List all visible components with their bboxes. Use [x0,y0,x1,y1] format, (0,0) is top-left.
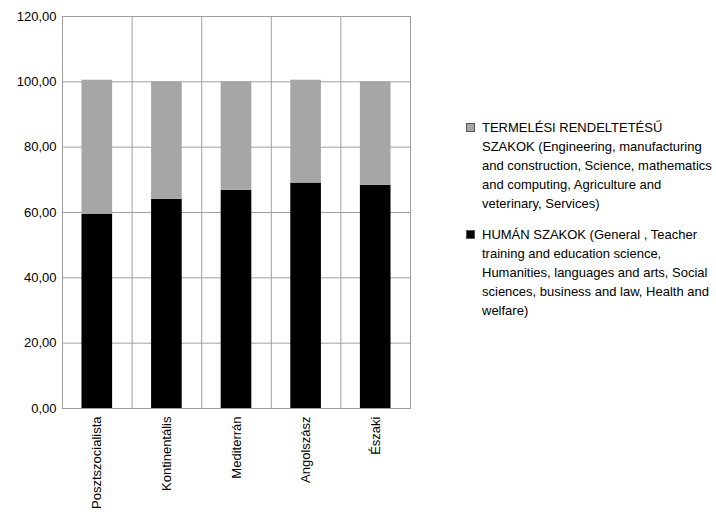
svg-text:Északi: Északi [368,416,383,454]
svg-text:0,00: 0,00 [31,401,56,416]
svg-text:Angolszász: Angolszász [298,417,313,483]
svg-text:20,00: 20,00 [24,335,57,350]
svg-text:60,00: 60,00 [24,205,57,220]
svg-text:Mediterrán: Mediterrán [229,417,244,479]
svg-text:120,00: 120,00 [17,9,57,24]
svg-text:80,00: 80,00 [24,139,57,154]
svg-text:Posztszocialista: Posztszocialista [89,416,104,509]
html-text:HUMÁN SZAKOK (General , Teache: HUMÁN SZAKOK (General , Teacher training… [482,227,709,318]
svg-text:Kontinentális: Kontinentális [159,416,174,491]
html-text:TERMELÉSI RENDELTETÉSŰ SZAKOK: TERMELÉSI RENDELTETÉSŰ SZAKOK (Engineeri… [482,120,712,211]
svg-text:100,00: 100,00 [17,74,57,89]
svg-text:40,00: 40,00 [24,270,57,285]
